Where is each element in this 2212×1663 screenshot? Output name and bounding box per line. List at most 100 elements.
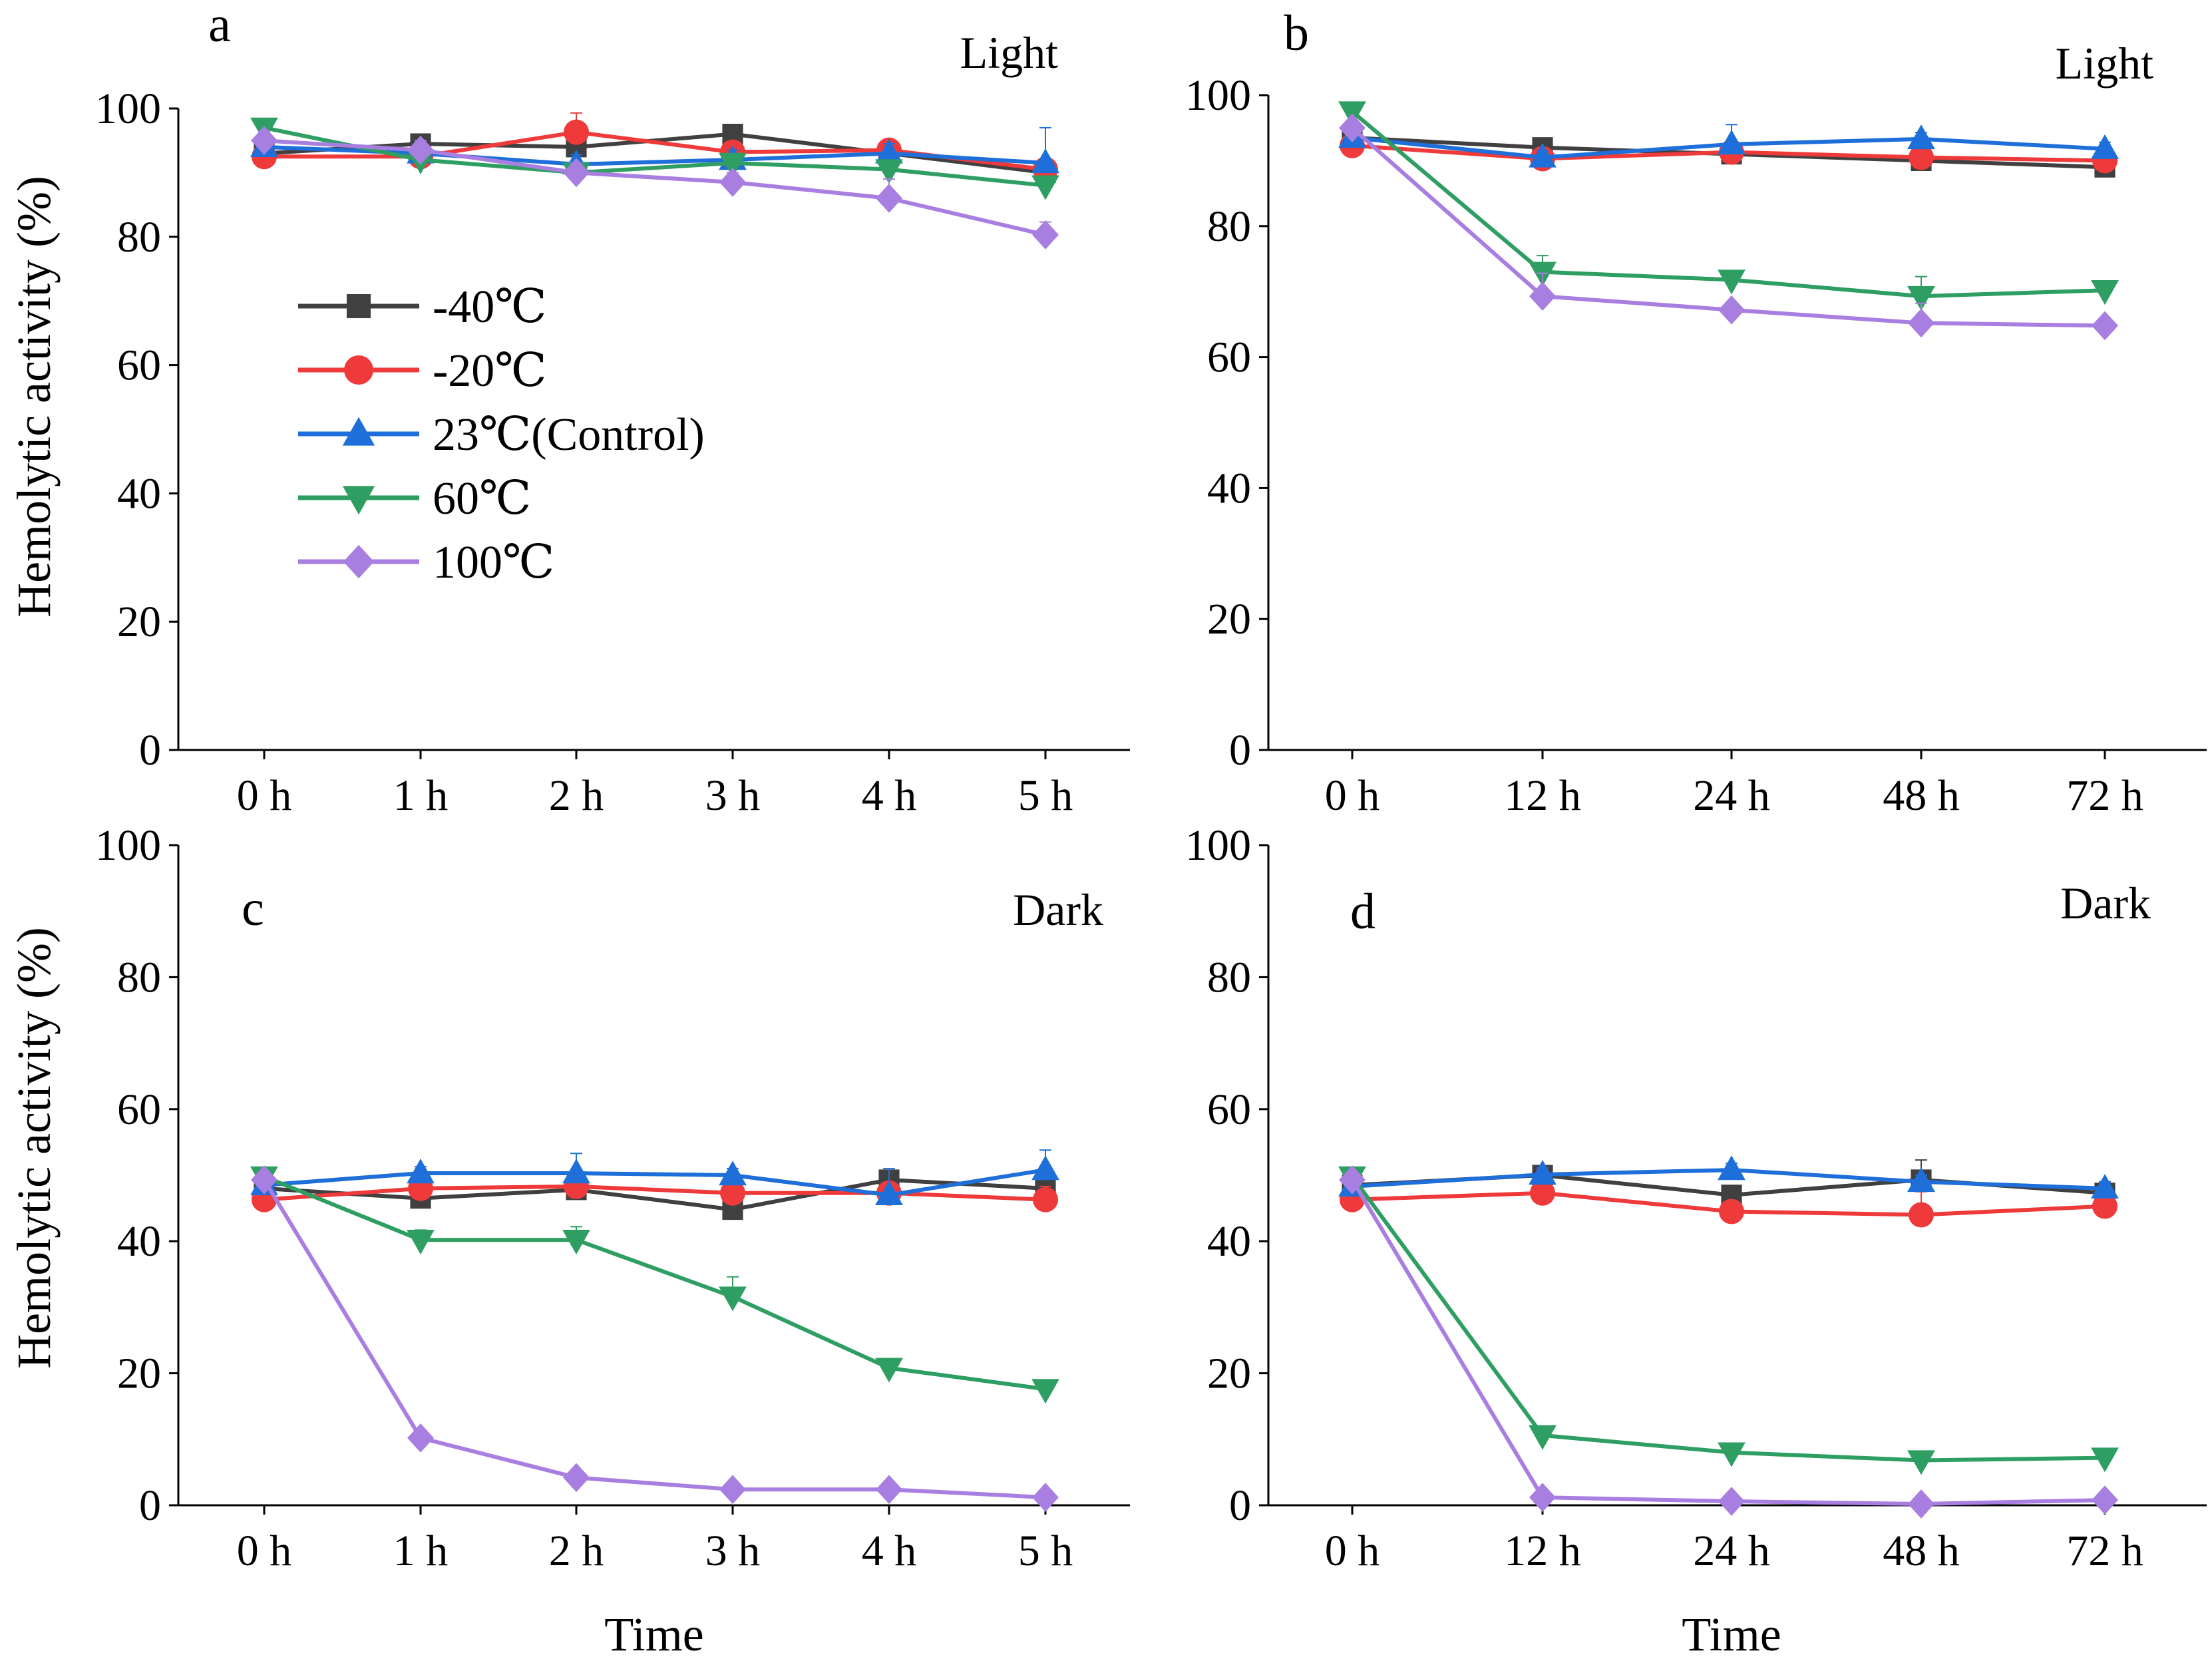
- panel-c: 0 20 40 60 80 100 0 h 1 h 2 h 3 h 4 h 5 h c Dark He…: [7, 821, 1130, 1661]
- data-point: [875, 138, 903, 164]
- y-tick-label: 20: [117, 1350, 161, 1398]
- data-point: [1907, 1450, 1935, 1475]
- series-line: [263, 1175, 1046, 1391]
- data-point: [1031, 148, 1059, 174]
- y-tick-label: 80: [117, 213, 161, 262]
- x-tick-label: 4 h: [862, 771, 917, 820]
- data-point: [1529, 1425, 1557, 1450]
- data-point: [2092, 1485, 2118, 1515]
- y-axis-title-c: Hemolytic activity (%): [7, 927, 61, 1369]
- data-point: [719, 1161, 747, 1186]
- y-tick-label: 80: [117, 953, 161, 1002]
- data-point: [2091, 1173, 2119, 1199]
- x-tick-label: 72 h: [2066, 1527, 2143, 1575]
- data-point: [875, 1358, 903, 1383]
- y-tick-label: 20: [1207, 595, 1251, 644]
- data-point: [1031, 1379, 1059, 1404]
- data-point: [2091, 1447, 2119, 1473]
- data-point: [1718, 1487, 1745, 1516]
- x-tick-label: 1 h: [393, 1527, 449, 1575]
- data-point: [1529, 281, 1556, 311]
- panel-letter-c: c: [242, 880, 264, 936]
- legend-marker: [346, 293, 371, 319]
- y-tick-label: 40: [117, 1217, 161, 1266]
- data-point: [2091, 134, 2119, 159]
- legend-label: 60℃: [433, 473, 531, 524]
- data-point: [1339, 1165, 1366, 1195]
- data-point: [1339, 113, 1366, 143]
- legend-label: -20℃: [433, 345, 547, 397]
- panel-letter-b: b: [1284, 5, 1309, 61]
- x-tick-label: 5 h: [1018, 771, 1073, 820]
- series-line: [264, 1177, 1046, 1212]
- data-point: [1909, 144, 1934, 170]
- data-point: [407, 1230, 435, 1255]
- y-tick-label: 100: [95, 85, 161, 133]
- legend-label: 100℃: [433, 537, 554, 588]
- data-point: [1908, 1489, 1935, 1519]
- data-point: [251, 126, 277, 156]
- legend-label: 23℃(Control): [433, 409, 705, 461]
- series-line: [264, 138, 1046, 237]
- x-tick-label: 24 h: [1693, 771, 1770, 820]
- x-tick-label: 0 h: [237, 771, 292, 820]
- y-tick-label: 60: [1207, 1085, 1251, 1134]
- x-axis-title-d: Time: [1682, 1608, 1781, 1661]
- panel-b: 0 20 40 60 80 100 0 h 12 h 24 h 48 h 72 h b Light: [1185, 5, 2207, 820]
- y-tick-label: 0: [1229, 726, 1251, 775]
- x-tick-label: 12 h: [1504, 1527, 1581, 1575]
- legend-item-23c-control: 23℃(Control): [298, 409, 705, 461]
- data-point: [875, 1180, 903, 1205]
- plot-area-b: 0 20 40 60 80 100 0 h 12 h 24 h 48 h 72 h: [1185, 71, 2207, 820]
- series-100c: [1339, 1165, 2118, 1519]
- data-point: [876, 1475, 902, 1505]
- x-tick-label: 1 h: [393, 771, 449, 820]
- legend-label: -40℃: [433, 281, 547, 333]
- x-tick-label: 0 h: [1325, 1527, 1380, 1575]
- data-point: [1032, 1483, 1059, 1512]
- data-point: [1031, 1155, 1059, 1181]
- data-point: [720, 1180, 745, 1206]
- data-point: [1032, 220, 1059, 250]
- data-point: [562, 1159, 590, 1184]
- y-tick-label: 60: [117, 1085, 161, 1134]
- data-point: [1529, 1483, 1556, 1512]
- x-tick-label: 3 h: [705, 771, 761, 820]
- y-tick-label: 100: [1185, 821, 1251, 870]
- x-tick-label: 3 h: [705, 1527, 761, 1575]
- condition-label-b: Light: [2056, 38, 2153, 89]
- x-tick-label: 48 h: [1883, 771, 1960, 820]
- y-tick-label: 0: [139, 1481, 161, 1530]
- x-tick-label: 4 h: [862, 1527, 917, 1575]
- data-point: [407, 135, 434, 165]
- series-100c: [251, 126, 1059, 250]
- series-100c: [251, 1165, 1059, 1512]
- data-point: [407, 1423, 434, 1453]
- condition-label-d: Dark: [2060, 878, 2151, 928]
- legend-item-40c: -40℃: [298, 281, 547, 333]
- y-tick-label: 80: [1207, 953, 1251, 1002]
- y-axis-title-a: Hemolytic activity (%): [7, 176, 61, 618]
- data-point: [1529, 142, 1557, 168]
- x-tick-label: 0 h: [1325, 771, 1380, 820]
- plot-area-a: 0 20 40 60 80 100 0 h 1 h 2 h 3 h 4 h 5 h: [95, 85, 1130, 820]
- panel-letter-a: a: [208, 0, 231, 53]
- data-point: [564, 119, 589, 145]
- data-point: [1718, 1155, 1746, 1181]
- data-point: [1031, 175, 1059, 200]
- condition-label-c: Dark: [1013, 884, 1103, 935]
- data-point: [1907, 124, 1935, 150]
- series-line: [264, 1184, 1046, 1202]
- x-tick-label: 2 h: [549, 1527, 604, 1575]
- data-point: [2092, 311, 2118, 341]
- plot-area-d: 0 20 40 60 80 100 0 h 12 h 24 h 48 h 72 h: [1185, 821, 2207, 1575]
- y-tick-label: 60: [117, 341, 161, 390]
- data-point: [1909, 1202, 1934, 1228]
- data-point: [1530, 1180, 1555, 1206]
- data-point: [1718, 270, 1746, 295]
- data-point: [876, 184, 902, 213]
- legend-marker: [343, 544, 375, 579]
- data-point: [1908, 308, 1935, 338]
- series-23c-control: [1338, 123, 2119, 168]
